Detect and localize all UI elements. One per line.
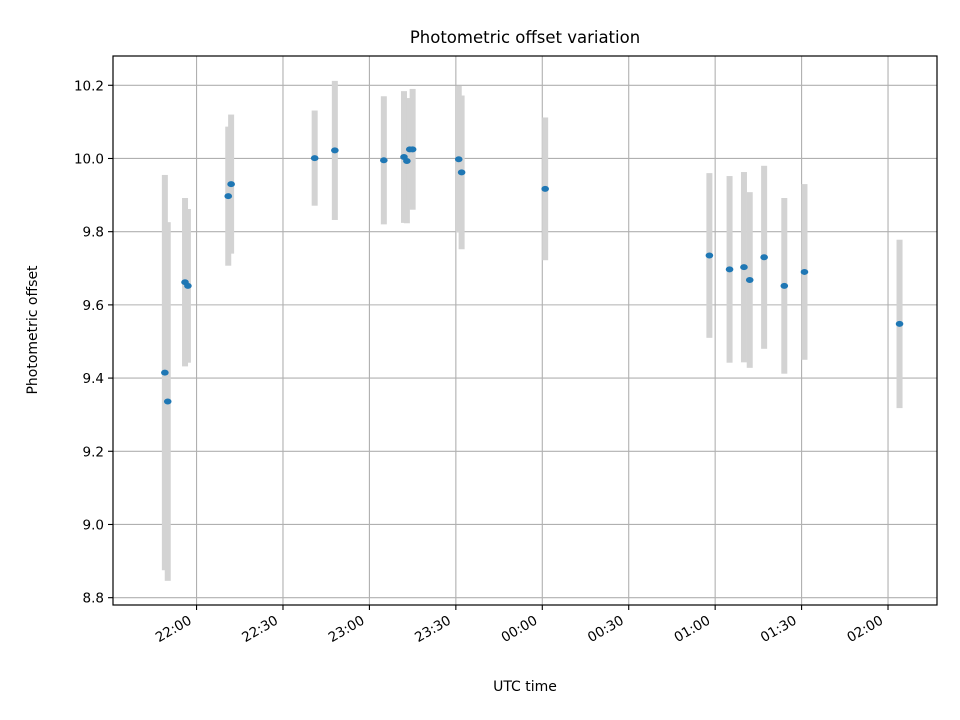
- data-point: [780, 282, 789, 289]
- x-tick-label: 00:00: [499, 613, 541, 646]
- data-point: [224, 193, 233, 200]
- y-tick-label: 9.8: [83, 225, 104, 241]
- grid: [113, 56, 937, 605]
- y-axis-label: Photometric offset: [25, 265, 41, 395]
- x-tick-label: 00:30: [585, 613, 627, 646]
- data-point: [454, 156, 463, 163]
- x-axis-ticks: 22:00 22:30 23:00 23:30 00:00 00:30 01:00 01:30…: [153, 605, 889, 646]
- data-point: [895, 320, 904, 327]
- data-point: [227, 181, 235, 188]
- y-tick-label: 9.2: [83, 444, 104, 460]
- data-point: [161, 369, 169, 376]
- data-point: [163, 398, 172, 405]
- x-tick-label: 23:30: [412, 613, 454, 646]
- data-point: [184, 282, 192, 289]
- data-point: [800, 268, 809, 275]
- data-point: [457, 169, 466, 176]
- plot-area-frame: [112, 55, 938, 606]
- data-point: [380, 157, 388, 164]
- data-point: [310, 155, 319, 162]
- x-tick-label: 02:00: [844, 613, 886, 646]
- data-point: [331, 147, 339, 154]
- x-tick-label: 22:30: [239, 613, 281, 646]
- data-points: [161, 146, 904, 405]
- error-bars: [161, 80, 903, 581]
- data-point: [725, 266, 734, 273]
- x-tick-label: 01:00: [671, 613, 713, 646]
- x-tick-label: 23:00: [326, 613, 368, 646]
- data-point: [760, 254, 768, 261]
- x-tick-label: 01:30: [758, 613, 800, 646]
- y-tick-label: 9.6: [83, 298, 104, 314]
- y-tick-label: 9.4: [83, 371, 104, 387]
- x-axis-label: UTC time: [493, 679, 557, 695]
- y-axis-ticks: 8.8 9.0 9.2 9.4 9.6 9.8 10.0 10.2: [74, 78, 113, 607]
- chart-title: Photometric offset variation: [410, 28, 640, 47]
- data-point: [745, 276, 754, 283]
- y-tick-label: 10.2: [74, 78, 104, 94]
- data-point: [705, 252, 714, 259]
- x-tick-label: 22:00: [153, 613, 195, 646]
- data-point: [740, 264, 748, 271]
- y-tick-label: 10.0: [74, 151, 104, 167]
- y-tick-label: 8.8: [83, 591, 104, 607]
- data-point: [408, 146, 417, 153]
- data-point: [403, 158, 411, 165]
- y-tick-label: 9.0: [83, 517, 104, 533]
- data-point: [541, 185, 549, 192]
